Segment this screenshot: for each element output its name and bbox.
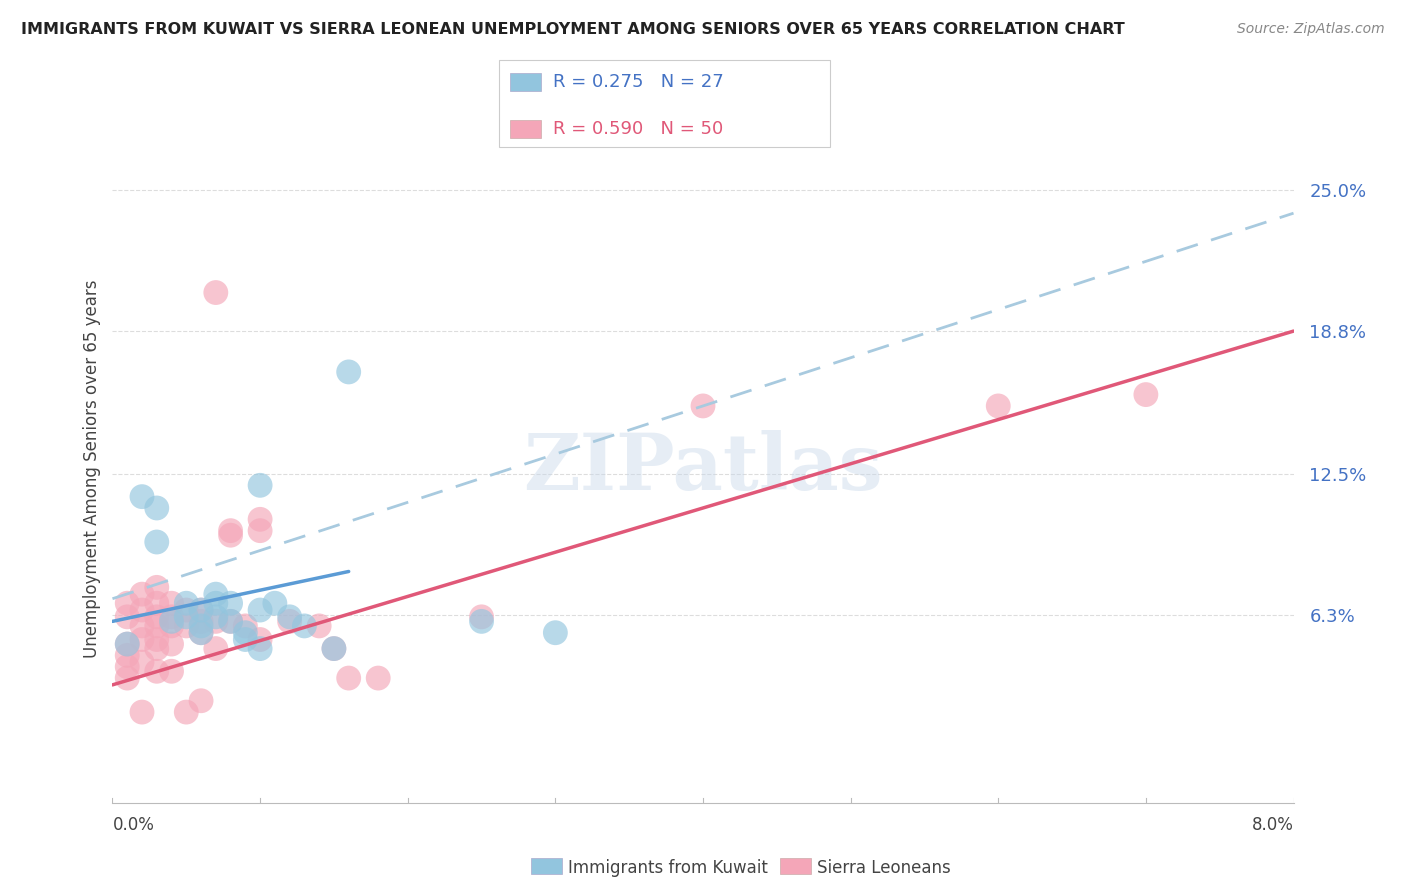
Point <box>131 603 153 617</box>
Point <box>131 705 153 719</box>
Point <box>337 671 360 685</box>
Point <box>174 705 197 719</box>
Point <box>117 659 138 673</box>
Point <box>160 615 183 629</box>
Point <box>278 610 301 624</box>
Point <box>471 615 494 629</box>
Point <box>249 478 271 492</box>
Point <box>278 615 301 629</box>
Point <box>146 500 169 515</box>
Point <box>323 641 346 656</box>
Text: Source: ZipAtlas.com: Source: ZipAtlas.com <box>1237 22 1385 37</box>
Point <box>219 615 242 629</box>
Point <box>174 619 197 633</box>
Point <box>117 637 138 651</box>
Point <box>160 610 183 624</box>
Point <box>219 528 242 542</box>
Point <box>174 596 197 610</box>
Text: R = 0.275   N = 27: R = 0.275 N = 27 <box>553 73 723 91</box>
Point <box>146 641 169 656</box>
Point <box>205 610 228 624</box>
Point <box>249 603 271 617</box>
Point <box>131 655 153 669</box>
Point <box>292 619 315 633</box>
Point <box>146 619 169 633</box>
Point <box>987 399 1010 413</box>
Point <box>146 665 169 679</box>
Y-axis label: Unemployment Among Seniors over 65 years: Unemployment Among Seniors over 65 years <box>83 279 101 657</box>
Point <box>205 596 228 610</box>
Point <box>160 596 183 610</box>
Point <box>190 625 212 640</box>
Text: Immigrants from Kuwait: Immigrants from Kuwait <box>568 859 768 877</box>
Point <box>146 580 169 594</box>
Point <box>146 610 169 624</box>
Point <box>367 671 389 685</box>
Point <box>190 619 212 633</box>
Point <box>131 490 153 504</box>
Point <box>160 637 183 651</box>
Point <box>117 596 138 610</box>
Point <box>233 632 256 647</box>
Point <box>131 619 153 633</box>
Point <box>131 632 153 647</box>
Point <box>160 619 183 633</box>
Point <box>249 524 271 538</box>
Point <box>249 512 271 526</box>
Point <box>219 615 242 629</box>
Point <box>117 648 138 663</box>
Point <box>692 399 714 413</box>
Point <box>146 632 169 647</box>
Point <box>160 665 183 679</box>
Point <box>219 524 242 538</box>
Point <box>117 610 138 624</box>
Point <box>205 285 228 300</box>
Point <box>131 587 153 601</box>
Point <box>190 615 212 629</box>
Text: R = 0.590   N = 50: R = 0.590 N = 50 <box>553 120 723 138</box>
Point <box>205 587 228 601</box>
Point <box>323 641 346 656</box>
Point <box>205 641 228 656</box>
Point <box>174 603 197 617</box>
Point <box>1135 387 1157 401</box>
Point <box>471 610 494 624</box>
Point <box>117 671 138 685</box>
Text: Sierra Leoneans: Sierra Leoneans <box>817 859 950 877</box>
Point <box>117 637 138 651</box>
Point <box>190 625 212 640</box>
Point <box>146 535 169 549</box>
Point <box>174 610 197 624</box>
Point <box>190 603 212 617</box>
Point <box>337 365 360 379</box>
Point <box>249 641 271 656</box>
Text: 0.0%: 0.0% <box>112 816 155 834</box>
Text: 8.0%: 8.0% <box>1251 816 1294 834</box>
Point <box>249 632 271 647</box>
Point <box>146 596 169 610</box>
Point <box>308 619 330 633</box>
Text: ZIPatlas: ZIPatlas <box>523 430 883 507</box>
Point <box>190 694 212 708</box>
Text: IMMIGRANTS FROM KUWAIT VS SIERRA LEONEAN UNEMPLOYMENT AMONG SENIORS OVER 65 YEAR: IMMIGRANTS FROM KUWAIT VS SIERRA LEONEAN… <box>21 22 1125 37</box>
Point <box>190 603 212 617</box>
Point <box>544 625 567 640</box>
Point <box>205 615 228 629</box>
Point <box>264 596 287 610</box>
Point <box>219 596 242 610</box>
Point <box>233 619 256 633</box>
Point <box>233 625 256 640</box>
